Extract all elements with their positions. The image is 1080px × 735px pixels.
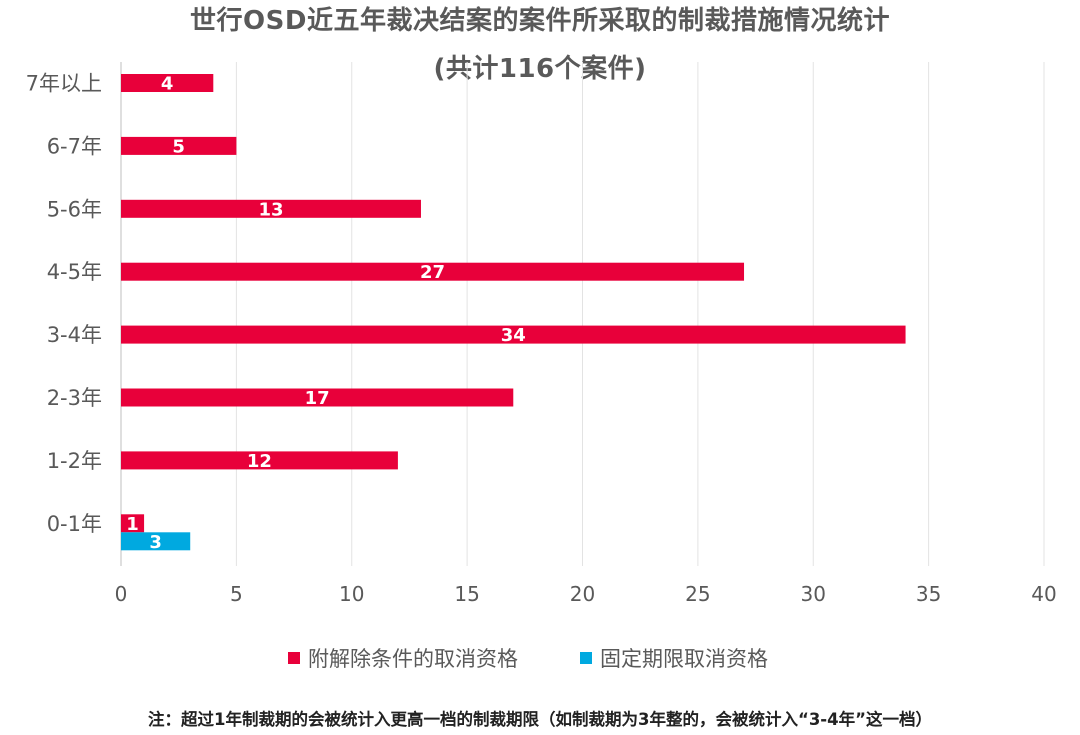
data-label: 34 <box>501 325 526 346</box>
legend-swatch <box>288 652 300 664</box>
legend: 附解除条件的取消资格 固定期限取消资格 <box>288 647 768 671</box>
bars: 4 5 13 27 34 17 12 13 <box>121 74 906 553</box>
data-label: 4 <box>161 74 174 95</box>
bar <box>121 388 514 407</box>
footnote: 注：超过1年制裁期的会被统计入更高一档的制裁期限（如制裁期为3年整的，会被统计入… <box>148 710 932 729</box>
x-tick-label: 40 <box>1031 582 1056 606</box>
data-label: 5 <box>172 136 185 157</box>
x-tick-label: 25 <box>685 582 710 606</box>
x-tick-label: 30 <box>801 582 826 606</box>
data-label: 1 <box>126 514 139 535</box>
bar <box>121 199 421 218</box>
bar <box>121 136 237 155</box>
legend-label: 固定期限取消资格 <box>600 647 768 671</box>
bar <box>121 74 214 92</box>
bar <box>121 532 191 551</box>
category-labels: 7年以上 6-7年 5-6年 4-5年 3-4年 2-3年 1-2年 0-1年 <box>26 71 102 535</box>
gridlines <box>120 62 1045 566</box>
category-label: 2-3年 <box>47 386 102 410</box>
category-label: 0-1年 <box>47 512 102 536</box>
bar <box>121 451 398 470</box>
category-label: 5-6年 <box>47 197 102 221</box>
bar-chart: 4 5 13 27 34 17 12 13 7年以上 6-7年 5-6年 4-5年 3-4年 2-3年 1… <box>26 62 1057 671</box>
category-label: 1-2年 <box>47 449 102 473</box>
data-label: 3 <box>149 532 162 553</box>
data-label: 12 <box>247 451 272 472</box>
category-label: 3-4年 <box>47 323 102 347</box>
x-tick-label: 35 <box>916 582 941 606</box>
chart-subtitle: (共计116个案件) <box>433 54 647 84</box>
legend-label: 附解除条件的取消资格 <box>308 647 518 671</box>
chart-title: 世行OSD近五年裁决结案的案件所采取的制裁措施情况统计 <box>190 6 890 36</box>
x-tick-label: 20 <box>570 582 595 606</box>
category-label: 7年以上 <box>26 71 102 95</box>
x-tick-label: 5 <box>230 582 243 606</box>
data-label: 17 <box>305 388 330 409</box>
data-label: 13 <box>258 199 283 220</box>
bar <box>121 514 145 533</box>
x-tick-label: 10 <box>339 582 364 606</box>
category-label: 6-7年 <box>47 134 102 158</box>
category-label: 4-5年 <box>47 260 102 284</box>
data-label: 27 <box>420 262 445 283</box>
x-tick-label: 0 <box>115 582 128 606</box>
bar <box>121 262 745 281</box>
bar <box>121 325 906 344</box>
x-tick-label: 15 <box>454 582 479 606</box>
legend-swatch <box>580 652 592 664</box>
x-tick-labels: 0 5 10 15 20 25 30 35 40 <box>115 582 1057 606</box>
